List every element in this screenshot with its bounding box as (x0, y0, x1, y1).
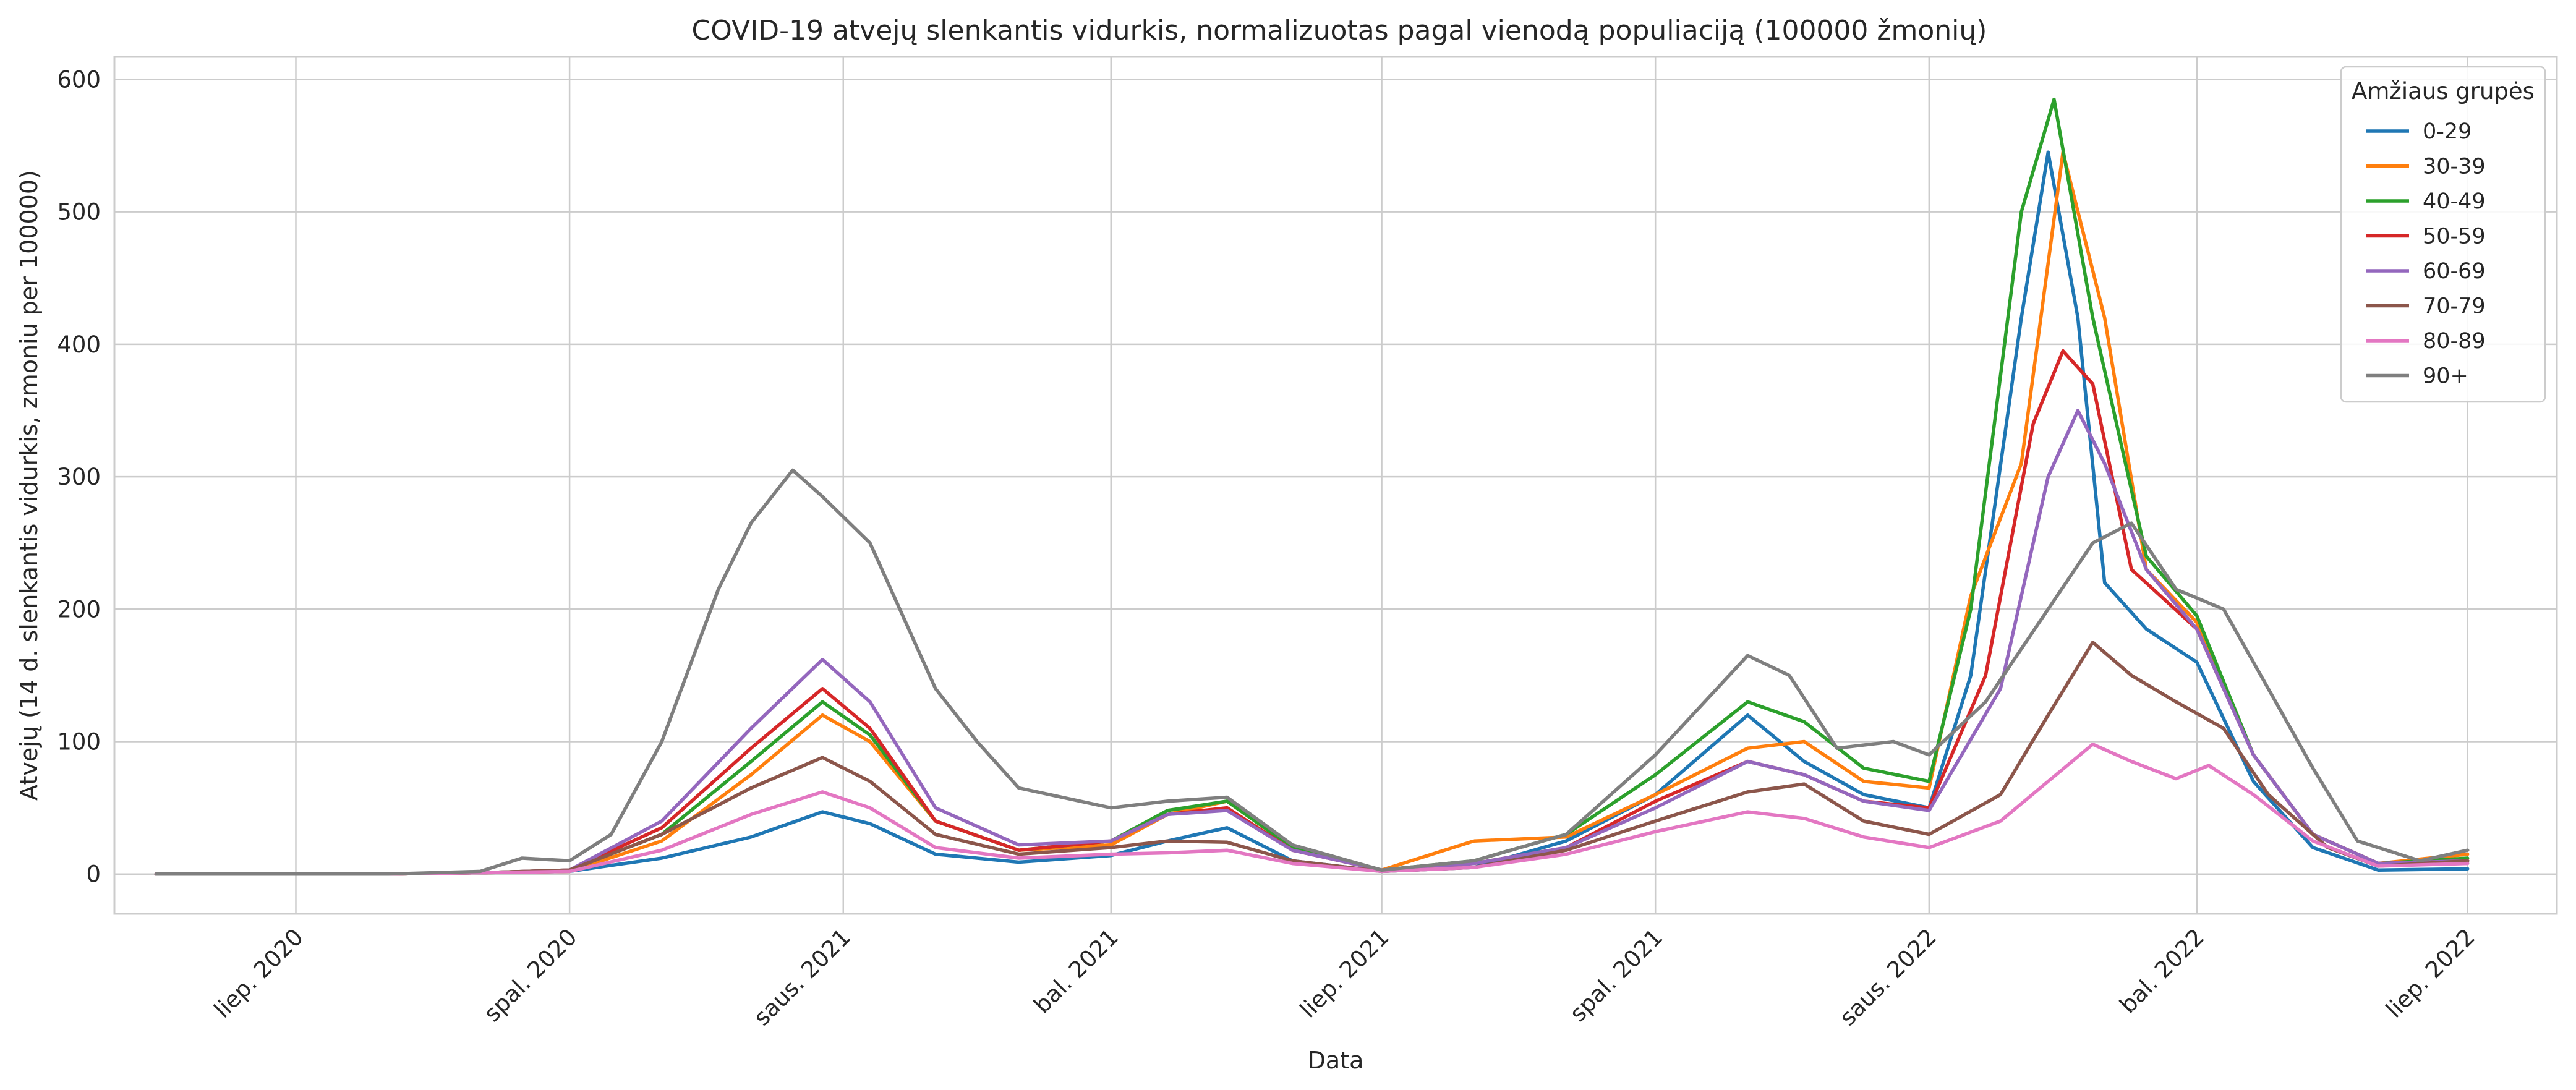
legend-label-30-39: 30-39 (2423, 155, 2486, 179)
grid (114, 57, 2557, 914)
x-axis-label: Data (1308, 1047, 1364, 1074)
y-tick-labels: 0 100 200 300 400 500 600 (57, 66, 101, 887)
legend-label-0-29: 0-29 (2423, 119, 2472, 144)
x-tick-label: spal. 2020 (479, 924, 582, 1027)
legend-label-40-49: 40-49 (2423, 189, 2486, 214)
legend-label-90+: 90+ (2423, 364, 2468, 389)
y-tick-label: 300 (57, 464, 101, 490)
y-tick-label: 100 (57, 729, 101, 756)
series-lines (154, 97, 2470, 876)
x-tick-label: liep. 2022 (2381, 924, 2480, 1023)
x-tick-label: saus. 2021 (749, 924, 856, 1031)
legend-items: 0-29 30-39 40-49 50-59 60-69 70-79 80-89 90+ (2366, 119, 2486, 389)
chart-title: COVID-19 atvejų slenkantis vidurkis, nor… (692, 15, 1987, 46)
series-line-80-89 (154, 743, 2470, 876)
series-line-90+ (154, 468, 2470, 876)
y-tick-label: 600 (57, 66, 101, 93)
x-tick-label: spal. 2021 (1564, 924, 1668, 1027)
x-tick-label: saus. 2022 (1835, 924, 1942, 1031)
legend: Amžiaus grupės 0-29 30-39 40-49 50-59 60-69 7… (2340, 66, 2546, 403)
series-line-0-29 (154, 150, 2470, 876)
legend-box (2340, 66, 2546, 403)
legend-label-50-59: 50-59 (2423, 224, 2486, 249)
y-tick-label: 500 (57, 199, 101, 226)
x-tick-label: bal. 2021 (1029, 924, 1124, 1019)
y-tick-label: 0 (86, 861, 101, 888)
series-line-60-69 (154, 409, 2470, 876)
series-line-70-79 (154, 641, 2470, 876)
y-tick-label: 400 (57, 331, 101, 358)
legend-label-80-89: 80-89 (2423, 329, 2486, 354)
legend-title: Amžiaus grupės (2352, 78, 2535, 104)
legend-label-60-69: 60-69 (2423, 259, 2486, 284)
y-axis-label: Atvejų (14 d. slenkantis vidurkis, zmoni… (15, 170, 43, 801)
x-tick-label: liep. 2020 (209, 924, 309, 1023)
legend-label-70-79: 70-79 (2423, 294, 2486, 319)
x-tick-label: bal. 2022 (2115, 924, 2210, 1019)
plot-frame (113, 56, 2558, 915)
y-tick-label: 200 (57, 596, 101, 623)
series-line-50-59 (154, 349, 2470, 876)
x-tick-label: liep. 2021 (1295, 924, 1394, 1023)
x-tick-labels: liep. 2020 spal. 2020 saus. 2021 bal. 2021 l… (209, 924, 2480, 1031)
